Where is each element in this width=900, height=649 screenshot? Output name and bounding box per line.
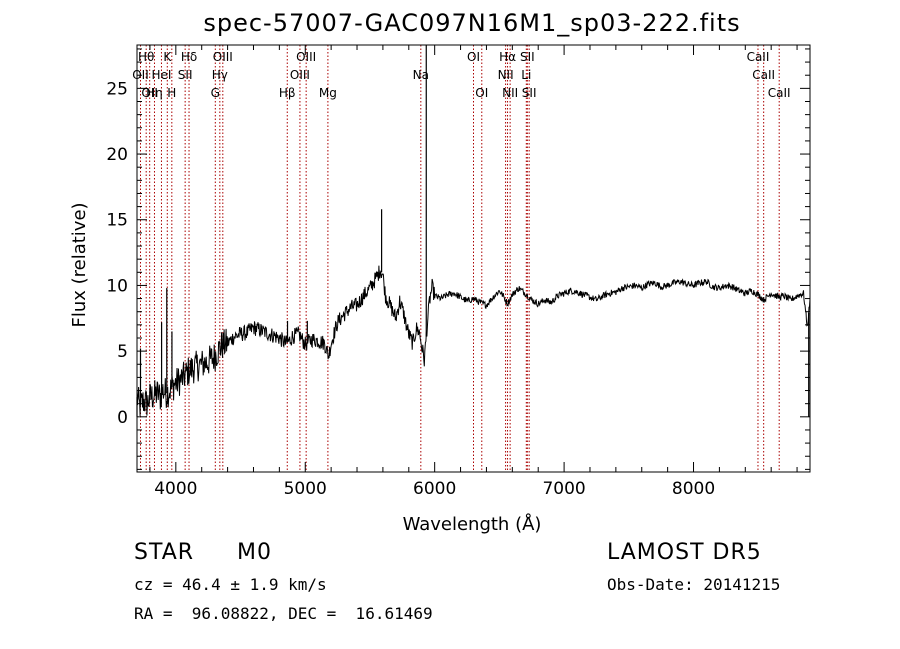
- line-label: HeI: [151, 68, 171, 82]
- line-label: OIII: [213, 50, 233, 64]
- object-class: STAR: [134, 540, 195, 565]
- line-label: Na: [413, 68, 429, 82]
- line-label: Mg: [319, 86, 337, 100]
- survey-name: LAMOST DR5: [607, 540, 762, 565]
- line-label: Hβ: [279, 86, 296, 100]
- plot-frame: [136, 44, 811, 473]
- line-label: Hθ: [138, 50, 154, 64]
- chart-title: spec-57007-GAC097N16M1_sp03-222.fits: [203, 9, 740, 37]
- object-subclass: M0: [237, 540, 272, 565]
- line-label: Hα: [499, 50, 516, 64]
- y-tick-label: 20: [106, 145, 128, 165]
- line-label: SII: [522, 86, 537, 100]
- spectral-line-labels: OIIHθOIIHηHeIKHSIIHδGHγOIIIHβOIIIOIIIMgN…: [132, 50, 790, 100]
- x-tick-label: 7000: [542, 479, 585, 499]
- x-axis-label: Wavelength (Å): [403, 513, 542, 535]
- line-label: OIII: [290, 68, 310, 82]
- line-label: CaII: [752, 68, 775, 82]
- line-label: Hγ: [212, 68, 228, 82]
- x-tick-label: 8000: [672, 479, 715, 499]
- line-label: K: [163, 50, 172, 64]
- spectrum-line: [136, 265, 811, 417]
- redshift-velocity: cz = 46.4 ± 1.9 km/s: [134, 575, 327, 594]
- y-tick-label: 10: [106, 276, 128, 296]
- line-label: SII: [178, 68, 193, 82]
- y-tick-label: 25: [106, 79, 128, 99]
- x-tick-label: 6000: [413, 479, 456, 499]
- line-label: SII: [520, 50, 535, 64]
- axes: 4000 5000 6000 7000 8000 0 5 10 15 20 25: [106, 44, 811, 499]
- line-label: H: [167, 86, 176, 100]
- y-axis-label: Flux (relative): [69, 202, 90, 327]
- y-tick-label: 0: [117, 408, 128, 428]
- y-tick-label: 15: [106, 211, 128, 231]
- line-label: CaII: [747, 50, 770, 64]
- line-label: Hδ: [181, 50, 197, 64]
- line-label: OII: [141, 86, 158, 100]
- line-label: NII: [498, 68, 514, 82]
- y-tick-label: 5: [117, 342, 128, 362]
- line-label: NII: [502, 86, 518, 100]
- line-label: OIII: [296, 50, 316, 64]
- spectrum-spikes: [136, 45, 810, 417]
- line-label: OI: [467, 50, 480, 64]
- observation-date: Obs-Date: 20141215: [607, 575, 781, 594]
- line-label: Li: [521, 68, 531, 82]
- x-tick-label: 5000: [284, 479, 327, 499]
- x-tick-label: 4000: [154, 479, 197, 499]
- coordinates: RA = 96.08822, DEC = 16.61469: [134, 604, 433, 623]
- line-label: Hη: [146, 86, 163, 100]
- line-label: OI: [475, 86, 488, 100]
- line-label: CaII: [768, 86, 791, 100]
- line-label: G: [211, 86, 220, 100]
- spectral-line-markers: [139, 45, 780, 472]
